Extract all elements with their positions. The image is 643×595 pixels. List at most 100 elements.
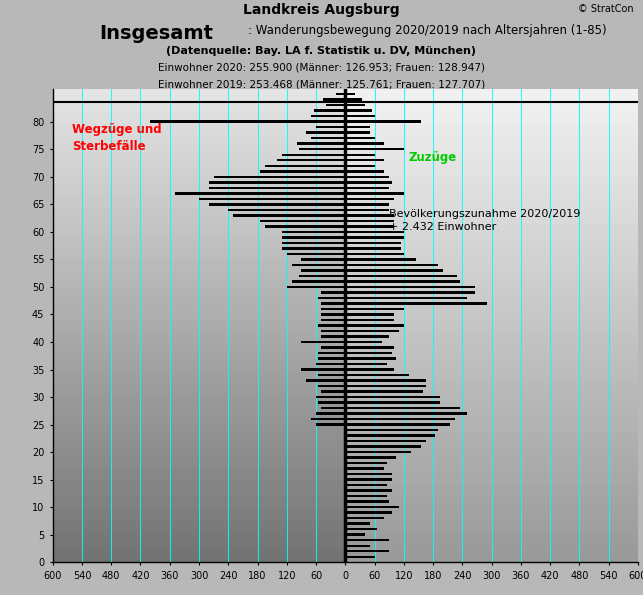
Bar (345, 432, 638, 438)
Bar (345, 478, 392, 481)
Bar (321, 335, 345, 338)
Bar (345, 249, 638, 255)
Bar (345, 444, 638, 450)
Bar (345, 290, 638, 296)
Bar (345, 474, 638, 480)
Bar (345, 456, 397, 459)
Bar (53, 124, 345, 130)
Bar (345, 272, 638, 278)
Bar (53, 195, 345, 201)
Bar (302, 258, 345, 261)
Bar (345, 414, 638, 420)
Bar (345, 495, 386, 497)
Bar (53, 260, 345, 266)
Bar (209, 181, 345, 183)
Bar (53, 355, 345, 361)
Bar (53, 468, 345, 474)
Bar (53, 474, 345, 480)
Bar (345, 473, 392, 475)
Bar (321, 346, 345, 349)
Bar (345, 201, 638, 207)
Bar (345, 408, 638, 414)
Bar (311, 115, 345, 117)
Bar (345, 93, 355, 95)
Bar (260, 220, 345, 222)
Bar (53, 384, 345, 390)
Bar (53, 165, 345, 171)
Bar (345, 390, 423, 393)
Bar (299, 275, 345, 277)
Bar (345, 198, 394, 200)
Bar (53, 497, 345, 503)
Bar (53, 486, 345, 491)
Bar (345, 112, 638, 118)
Bar (316, 396, 345, 398)
Bar (345, 154, 638, 159)
Text: Zuzüge: Zuzüge (409, 151, 457, 164)
Bar (175, 192, 345, 195)
Bar (345, 426, 638, 432)
Bar (345, 456, 638, 462)
Bar (316, 412, 345, 415)
Bar (345, 148, 404, 151)
Bar (314, 109, 345, 112)
Bar (345, 550, 389, 553)
Bar (306, 379, 345, 382)
Bar (53, 361, 345, 367)
Bar (345, 491, 638, 497)
Bar (318, 297, 345, 299)
Bar (345, 355, 638, 361)
Bar (345, 98, 363, 101)
Bar (53, 444, 345, 450)
Bar (233, 214, 345, 217)
Bar (53, 296, 345, 302)
Bar (345, 325, 638, 331)
Bar (311, 418, 345, 420)
Bar (53, 515, 345, 521)
Bar (53, 438, 345, 444)
Bar (53, 112, 345, 118)
Bar (345, 203, 389, 205)
Bar (53, 314, 345, 320)
Bar (53, 255, 345, 261)
Bar (345, 418, 455, 420)
Bar (53, 118, 345, 124)
Bar (345, 159, 385, 161)
Bar (292, 280, 345, 283)
Bar (53, 142, 345, 148)
Bar (345, 374, 409, 376)
Text: Einwohner 2019: 253.468 (Männer: 125.761; Frauen: 127.707): Einwohner 2019: 253.468 (Männer: 125.761… (158, 79, 485, 89)
Bar (345, 183, 638, 189)
Bar (53, 480, 345, 486)
Bar (345, 237, 638, 243)
Bar (345, 189, 638, 195)
Bar (345, 320, 638, 325)
Bar (345, 506, 399, 509)
Bar (345, 556, 638, 562)
Bar (345, 401, 440, 404)
Bar (318, 352, 345, 354)
Bar (53, 450, 345, 456)
Bar (345, 379, 426, 382)
Bar (345, 177, 638, 183)
Bar (336, 93, 345, 95)
Bar (316, 363, 345, 365)
Bar (345, 101, 638, 107)
Bar (345, 450, 638, 456)
Bar (345, 264, 438, 266)
Bar (53, 343, 345, 349)
Bar (345, 104, 365, 107)
Bar (345, 95, 638, 101)
Bar (345, 378, 638, 385)
Bar (321, 390, 345, 393)
Bar (53, 101, 345, 107)
Bar (53, 325, 345, 331)
Bar (345, 335, 389, 338)
Bar (345, 225, 638, 231)
Bar (345, 242, 401, 244)
Bar (53, 171, 345, 177)
Bar (345, 278, 638, 284)
Bar (53, 308, 345, 314)
Bar (345, 302, 638, 308)
Bar (345, 142, 385, 145)
